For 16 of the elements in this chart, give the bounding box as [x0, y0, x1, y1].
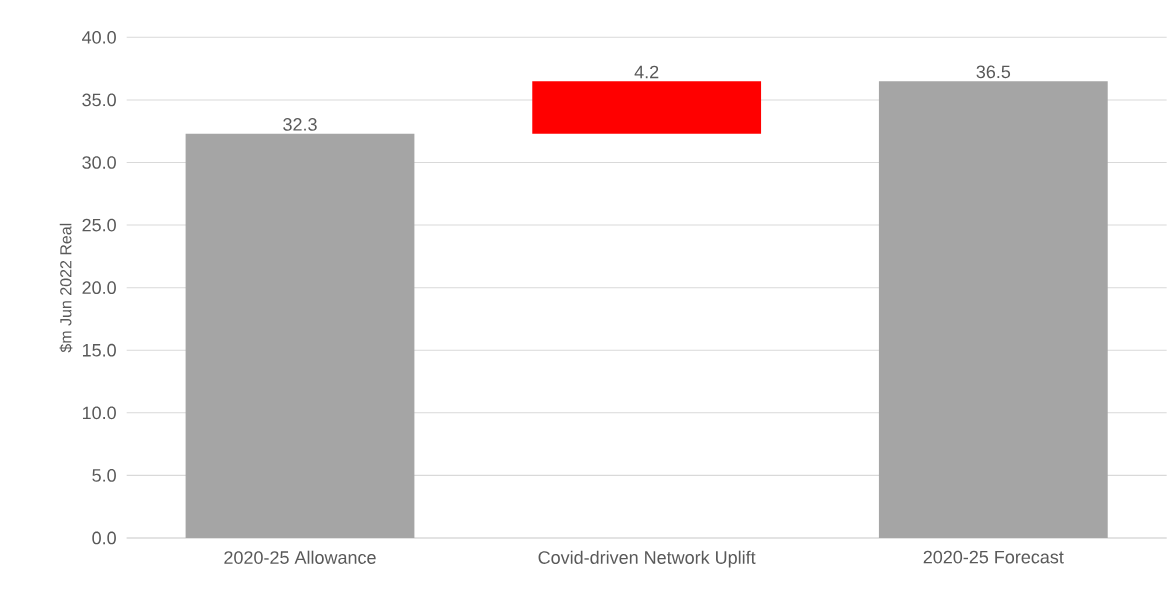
y-tick-label: 35.0	[82, 93, 116, 107]
data-label: 32.3	[283, 118, 317, 131]
y-tick-label: 5.0	[92, 469, 116, 482]
y-tick-label: 30.0	[82, 156, 116, 169]
y-tick-label: 25.0	[82, 218, 116, 232]
x-tick-label: Covid-driven Network Uplift	[538, 550, 756, 568]
data-label: 4.2	[634, 65, 659, 79]
data-label: 36.5	[976, 65, 1011, 79]
x-tick-label: 2020-25 Forecast	[923, 550, 1064, 564]
y-tick-label: 10.0	[82, 406, 116, 420]
y-tick-label: 15.0	[82, 343, 116, 357]
y-axis-title: $m Jun 2022 Real	[59, 223, 73, 353]
x-tick-label: 2020-25 Allowance	[224, 550, 376, 564]
y-tick-label: 0.0	[92, 531, 116, 545]
y-tick-label: 20.0	[82, 281, 116, 295]
y-tick-label: 40.0	[82, 30, 116, 44]
